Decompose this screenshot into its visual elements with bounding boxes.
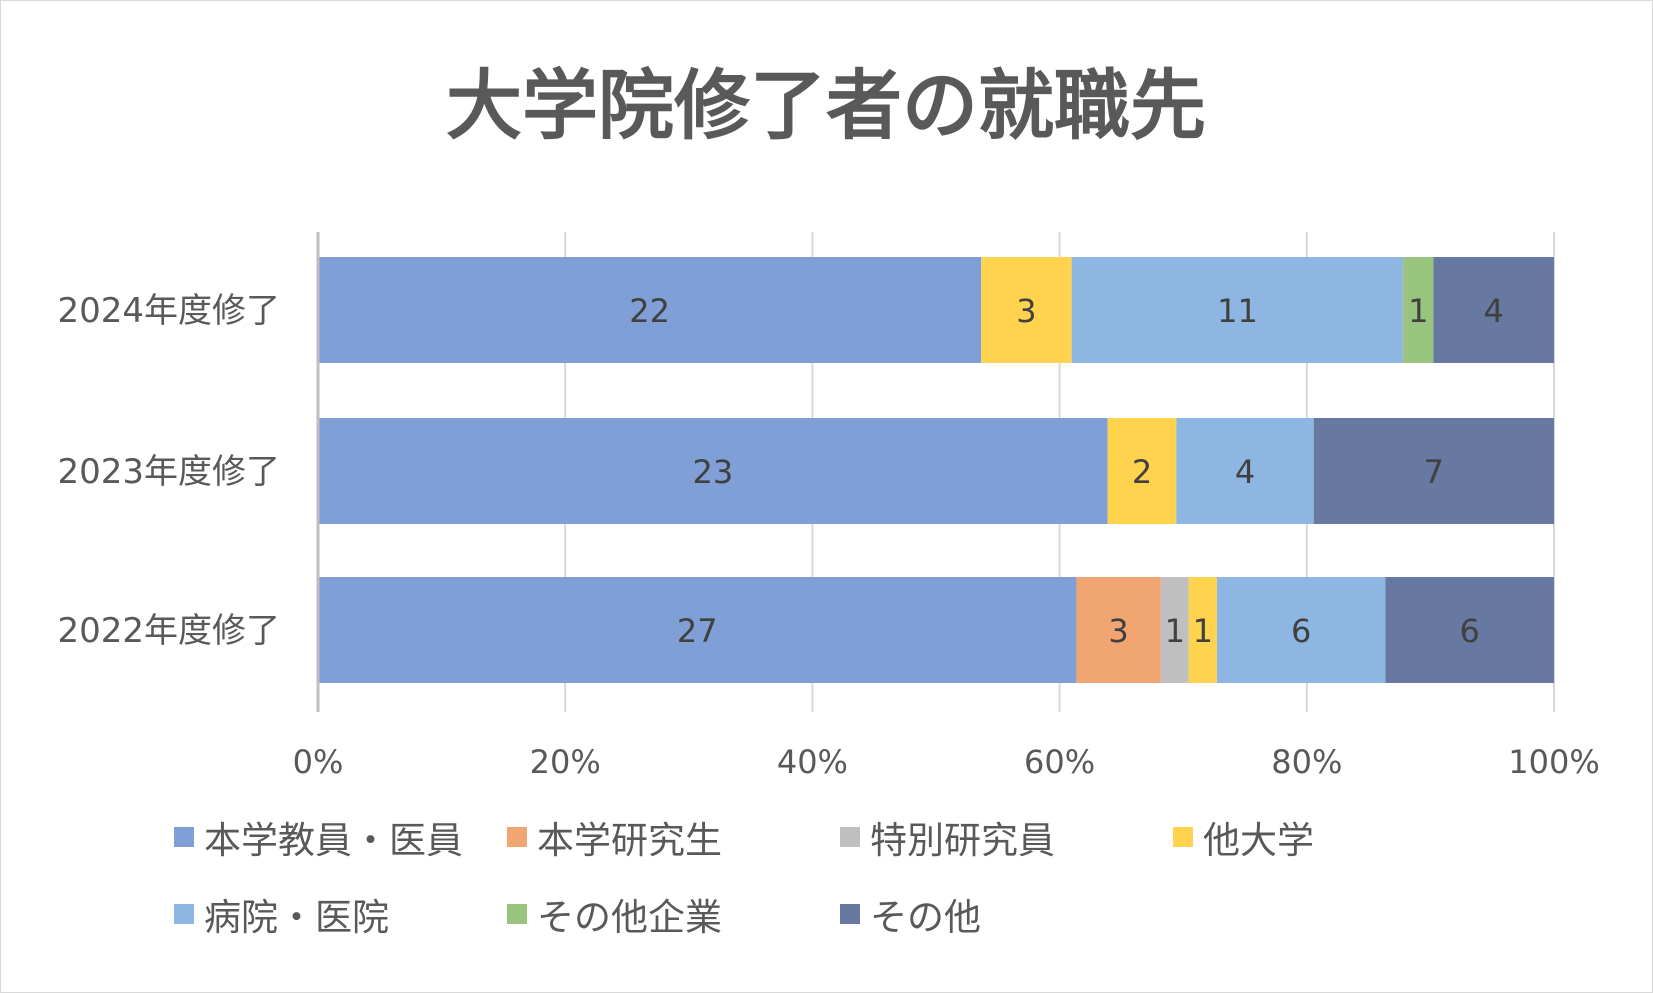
bar-segment	[318, 577, 1077, 683]
data-label: 3	[1108, 612, 1128, 650]
x-tick-label: 60%	[1024, 743, 1095, 781]
data-label: 6	[1460, 612, 1480, 650]
data-label: 11	[1217, 292, 1258, 330]
bar-segment	[1071, 257, 1404, 363]
data-label: 7	[1424, 453, 1444, 491]
data-label: 1	[1193, 612, 1213, 650]
category-label: 2023年度修了	[57, 452, 280, 492]
bar-segment	[1076, 577, 1161, 683]
data-label: 22	[629, 292, 670, 330]
legend-label: 病院・医院	[204, 896, 389, 939]
legend-label: 本学教員・医員	[204, 819, 463, 862]
bar-segment	[1160, 577, 1189, 683]
data-label: 4	[1235, 453, 1255, 491]
x-tick-label: 80%	[1271, 743, 1342, 781]
x-tick-label: 100%	[1508, 743, 1599, 781]
bar-segment	[1107, 418, 1177, 524]
data-label: 1	[1165, 612, 1185, 650]
data-label: 2	[1132, 453, 1152, 491]
bar-segment	[981, 257, 1072, 363]
category-label: 2022年度修了	[57, 611, 280, 651]
bar-segment	[1313, 418, 1554, 524]
data-label: 23	[692, 453, 733, 491]
bar-segment	[1385, 577, 1554, 683]
bar-segment	[1433, 257, 1554, 363]
legend-swatch	[507, 827, 527, 847]
legend-label: 他大学	[1203, 819, 1314, 862]
x-tick-label: 20%	[530, 743, 601, 781]
legend-label: 特別研究員	[870, 819, 1055, 862]
x-tick-label: 40%	[777, 743, 848, 781]
legend-swatch	[840, 827, 860, 847]
data-label: 3	[1016, 292, 1036, 330]
legend-label: その他企業	[537, 896, 722, 939]
legend-label: その他	[870, 896, 981, 939]
legend-swatch	[174, 904, 194, 924]
axes: 0% 20% 40% 60% 80% 100% 2024年度修了 2023年度修了 2022年度…	[57, 232, 1600, 781]
data-label: 27	[677, 612, 718, 650]
bar-segment	[318, 418, 1108, 524]
data-label: 1	[1408, 292, 1428, 330]
bar-segment	[1176, 418, 1314, 524]
data-label: 6	[1291, 612, 1311, 650]
category-label: 2024年度修了	[57, 291, 280, 331]
legend-label: 本学研究生	[537, 819, 722, 862]
bar-segment	[318, 257, 982, 363]
bars: 22 3 11 1 423 2 4 727 3 1 1 6 6	[318, 257, 1554, 683]
legend-swatch	[1173, 827, 1193, 847]
legend-swatch	[174, 827, 194, 847]
chart-title: 大学院修了者の就職先	[446, 61, 1206, 150]
data-label: 4	[1484, 292, 1504, 330]
bar-segment	[1188, 577, 1217, 683]
bar-segment	[1216, 577, 1386, 683]
bar-segment	[1403, 257, 1434, 363]
legend-swatch	[840, 904, 860, 924]
x-tick-label: 0%	[293, 743, 344, 781]
legend-swatch	[507, 904, 527, 924]
